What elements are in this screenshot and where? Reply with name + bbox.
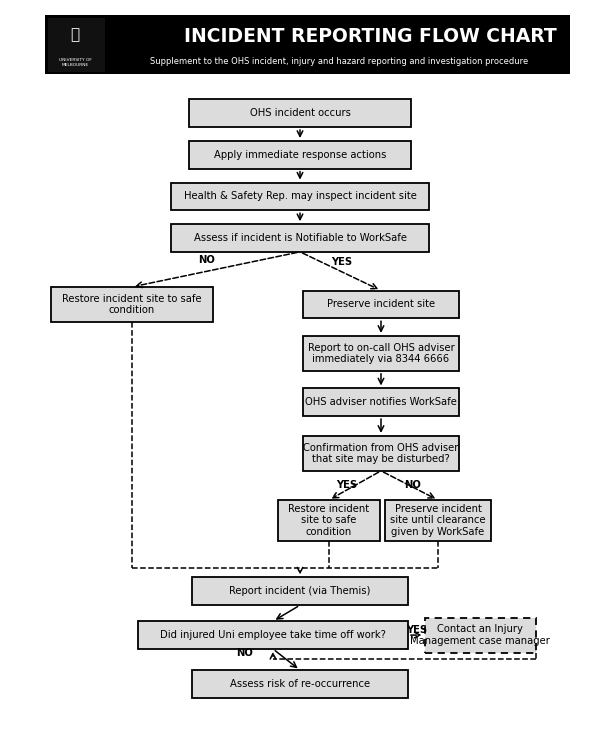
Text: Contact an Injury
Management case manager: Contact an Injury Management case manage… [410, 624, 550, 646]
FancyBboxPatch shape [138, 621, 408, 649]
FancyBboxPatch shape [45, 15, 570, 74]
Text: YES: YES [406, 625, 428, 635]
FancyBboxPatch shape [303, 291, 459, 318]
Text: Report to on-call OHS adviser
immediately via 8344 6666: Report to on-call OHS adviser immediatel… [308, 342, 454, 364]
FancyBboxPatch shape [303, 436, 459, 471]
Text: OHS adviser notifies WorkSafe: OHS adviser notifies WorkSafe [305, 397, 457, 407]
Text: NO: NO [404, 480, 421, 491]
Text: UNIVERSITY OF
MELBOURNE: UNIVERSITY OF MELBOURNE [59, 58, 91, 67]
FancyBboxPatch shape [51, 287, 213, 322]
Text: YES: YES [331, 257, 353, 267]
Text: 🏛: 🏛 [70, 27, 80, 42]
Text: Supplement to the OHS incident, injury and hazard reporting and investigation pr: Supplement to the OHS incident, injury a… [150, 57, 528, 66]
Text: OHS incident occurs: OHS incident occurs [250, 108, 350, 118]
FancyBboxPatch shape [425, 618, 536, 653]
FancyBboxPatch shape [303, 388, 459, 416]
Text: NO: NO [236, 648, 253, 658]
Text: Apply immediate response actions: Apply immediate response actions [214, 150, 386, 160]
Text: Preserve incident
site until clearance
given by WorkSafe: Preserve incident site until clearance g… [390, 504, 486, 537]
Text: NO: NO [199, 255, 215, 265]
FancyBboxPatch shape [303, 336, 459, 371]
FancyBboxPatch shape [171, 182, 429, 210]
Text: Health & Safety Rep. may inspect incident site: Health & Safety Rep. may inspect inciden… [184, 191, 416, 201]
Text: Did injured Uni employee take time off work?: Did injured Uni employee take time off w… [160, 630, 386, 640]
Text: Assess if incident is Notifiable to WorkSafe: Assess if incident is Notifiable to Work… [193, 233, 407, 243]
FancyBboxPatch shape [278, 500, 380, 541]
Text: Preserve incident site: Preserve incident site [327, 299, 435, 310]
FancyBboxPatch shape [192, 670, 408, 698]
Text: Restore incident site to safe
condition: Restore incident site to safe condition [62, 293, 202, 315]
Text: Assess risk of re-occurrence: Assess risk of re-occurrence [230, 679, 370, 689]
Text: YES: YES [336, 480, 358, 491]
Text: Report incident (via Themis): Report incident (via Themis) [229, 586, 371, 596]
Text: INCIDENT REPORTING FLOW CHART: INCIDENT REPORTING FLOW CHART [184, 27, 557, 46]
FancyBboxPatch shape [189, 99, 411, 127]
FancyBboxPatch shape [189, 141, 411, 169]
FancyBboxPatch shape [385, 500, 491, 541]
FancyBboxPatch shape [171, 224, 429, 252]
Text: Confirmation from OHS adviser
that site may be disturbed?: Confirmation from OHS adviser that site … [304, 442, 458, 464]
FancyBboxPatch shape [48, 18, 105, 72]
FancyBboxPatch shape [192, 577, 408, 605]
Text: Restore incident
site to safe
condition: Restore incident site to safe condition [288, 504, 370, 537]
